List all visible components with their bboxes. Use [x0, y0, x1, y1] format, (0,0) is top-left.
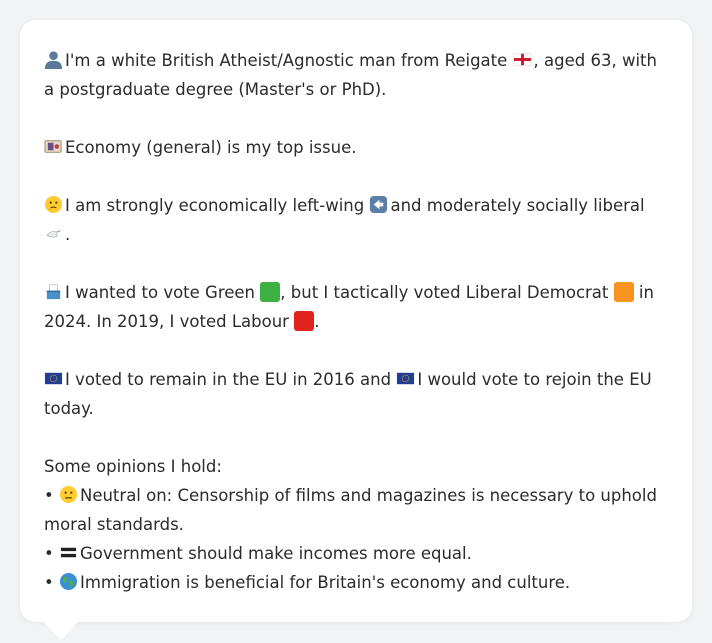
ideology-text-c: .: [65, 225, 71, 244]
vote-text-c: in 2024. In 2019, I voted Labour: [44, 283, 654, 331]
list-item: • Immigration is beneficial for Britain'…: [44, 568, 668, 597]
voting-history: I wanted to vote Green , but I tacticall…: [44, 278, 668, 336]
left-arrow-icon: [370, 195, 388, 214]
top-issue-text: Economy (general) is my top issue.: [65, 138, 357, 157]
neutral-face-icon: [59, 485, 78, 504]
orange-square-icon: [613, 282, 634, 302]
top-issue: Economy (general) is my top issue.: [44, 133, 668, 162]
profile-intro: I'm a white British Atheist/Agnostic man…: [44, 46, 668, 104]
bullet: •: [44, 486, 54, 505]
dove-icon: [46, 229, 62, 238]
opinions-list: Some opinions I hold: • Neutral on: Cens…: [44, 452, 668, 597]
thinking-face-icon: [44, 195, 63, 214]
eu-text-a: I voted to remain in the EU in 2016 and: [65, 370, 392, 389]
message-bubble: I'm a white British Atheist/Agnostic man…: [20, 20, 692, 622]
england-flag-icon: [513, 53, 531, 66]
ideology-text-a: I am strongly economically left-wing: [65, 196, 365, 215]
person-silhouette-icon: [44, 51, 63, 69]
ideology: I am strongly economically left-wing and…: [44, 191, 668, 249]
equals-icon: [60, 547, 77, 558]
vote-text-b: , but I tactically voted Liberal Democra…: [280, 283, 609, 302]
profile-line-1a: I'm a white British Atheist/Agnostic man…: [65, 51, 508, 70]
opinions-heading: Some opinions I hold:: [44, 457, 222, 476]
bubble-tail: [42, 620, 80, 640]
green-square-icon: [260, 282, 281, 302]
eu-text-b: I would vote to rejoin the EU today.: [44, 370, 652, 418]
banknote-icon: [44, 140, 62, 153]
vote-text-a: I wanted to vote Green: [65, 283, 256, 302]
bullet: •: [44, 544, 54, 563]
bullet: •: [44, 573, 54, 592]
opinion-text: Government should make incomes more equa…: [79, 544, 472, 563]
eu-stance: I voted to remain in the EU in 2016 and …: [44, 365, 668, 423]
ideology-text-b: and moderately socially liberal: [390, 196, 645, 215]
eu-flag-icon: [44, 372, 63, 385]
globe-icon: [59, 572, 78, 591]
list-item: • Government should make incomes more eq…: [44, 539, 668, 568]
red-square-icon: [294, 311, 315, 331]
ballot-box-icon: [46, 284, 61, 300]
vote-text-d: .: [314, 312, 320, 331]
opinion-text: Immigration is beneficial for Britain's …: [79, 573, 571, 592]
list-item: • Neutral on: Censorship of films and ma…: [44, 481, 668, 539]
opinion-text: Neutral on: Censorship of films and maga…: [44, 486, 657, 534]
eu-flag-icon: [397, 372, 415, 385]
profile-line-1b: , aged 63, with a postgraduate degree (M…: [44, 51, 657, 99]
